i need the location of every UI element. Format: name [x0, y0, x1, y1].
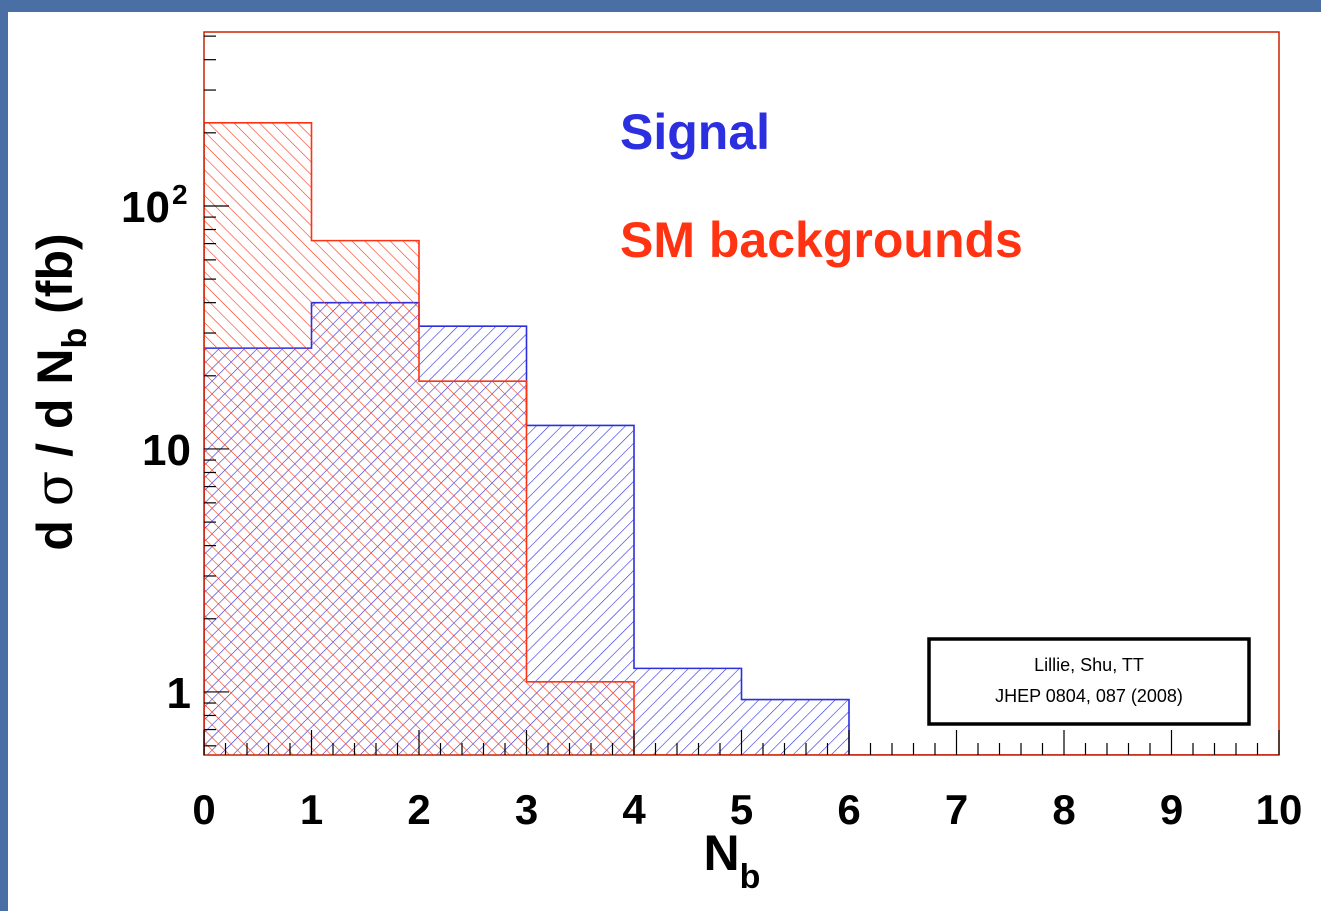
- x-tick-label: 10: [1256, 786, 1303, 833]
- x-tick-label: 7: [945, 786, 968, 833]
- signal-bar: [634, 668, 742, 755]
- x-tick-label: 8: [1052, 786, 1075, 833]
- x-tick-label: 1: [300, 786, 323, 833]
- x-tick-labels: 0 1 2 3 4 5 6 7 8 9 10: [192, 786, 1302, 833]
- sm-background-bar: [419, 381, 527, 755]
- x-axis-ticks: [203, 730, 1280, 755]
- legend-signal: Signal: [620, 104, 770, 160]
- sm-background-bar: [311, 240, 419, 755]
- y-tick-label: 1: [167, 669, 191, 718]
- legend-sm-backgrounds: SM backgrounds: [620, 212, 1023, 268]
- figure-frame: 0 1 2 3 4 5 6 7 8 9 10 1 10 10 2 Nb d σ / d Nb (fb) S…: [8, 12, 1321, 911]
- x-tick-label: 5: [730, 786, 753, 833]
- sm-background-outline: [204, 121, 1279, 755]
- x-tick-label: 0: [192, 786, 215, 833]
- sm-background-bar: [526, 681, 634, 755]
- citation-authors: Lillie, Shu, TT: [1034, 655, 1144, 675]
- y-tick-label: 10: [121, 183, 170, 232]
- x-tick-label: 6: [837, 786, 860, 833]
- x-tick-label: 4: [622, 786, 646, 833]
- background-series: [204, 121, 1279, 755]
- x-axis-title: Nb: [704, 825, 761, 896]
- x-tick-label: 3: [515, 786, 538, 833]
- y-axis-title: d σ / d Nb (fb): [25, 233, 94, 550]
- y-axis-ticks: [204, 35, 229, 747]
- y-tick-label-exponent: 2: [172, 179, 188, 210]
- x-tick-label: 2: [407, 786, 430, 833]
- x-tick-label: 9: [1160, 786, 1183, 833]
- sm-background-bar: [204, 122, 312, 755]
- signal-bar: [741, 699, 849, 755]
- citation-journal: JHEP 0804, 087 (2008): [995, 686, 1183, 706]
- citation-box: Lillie, Shu, TT JHEP 0804, 087 (2008): [927, 637, 1251, 726]
- y-tick-label: 10: [142, 426, 191, 475]
